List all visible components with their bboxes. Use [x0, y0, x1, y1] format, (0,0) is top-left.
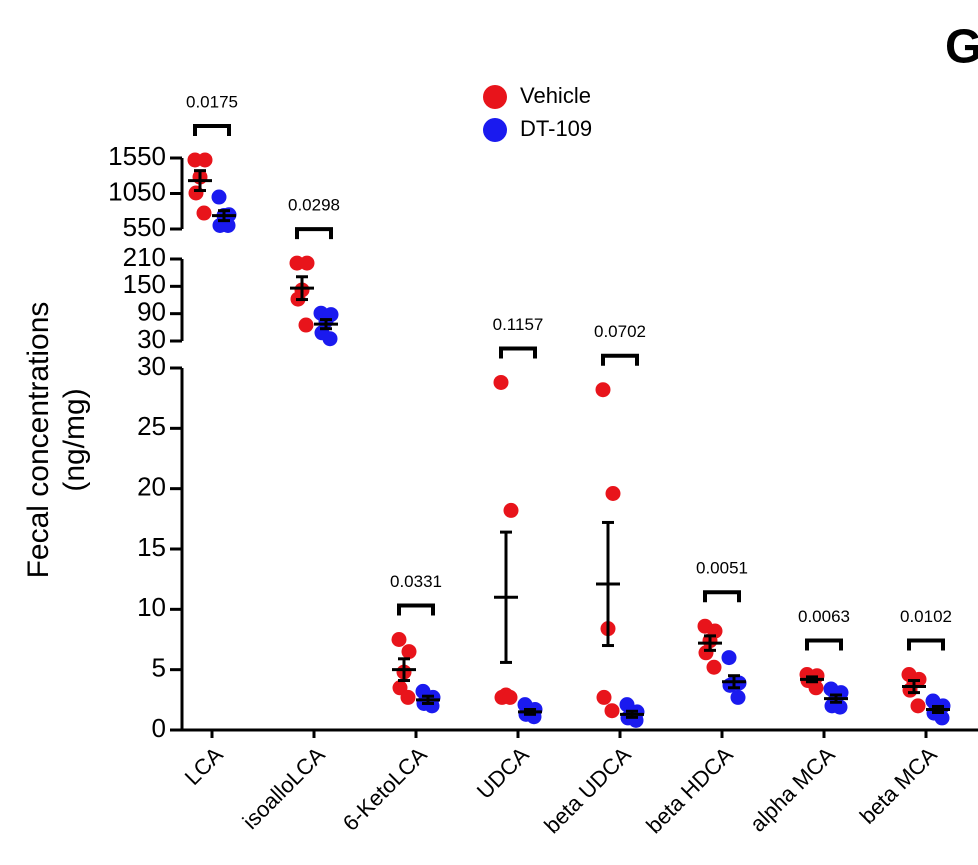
- legend-label: DT-109: [520, 116, 592, 141]
- data-point: [400, 689, 416, 705]
- data-point: [401, 644, 417, 660]
- x-tick-label: UDCA: [472, 742, 534, 804]
- data-point: [706, 659, 722, 675]
- data-point: [493, 374, 509, 390]
- data-point: [299, 255, 315, 271]
- legend-marker: [483, 118, 507, 142]
- data-point: [298, 317, 314, 333]
- x-tick-label: isoalloLCA: [238, 742, 330, 834]
- y-tick-label: 20: [137, 472, 166, 502]
- significance-bracket: [295, 227, 333, 240]
- y-tick-label: 30: [137, 324, 166, 354]
- p-value: 0.0102: [900, 607, 952, 626]
- y-tick-label: 90: [137, 297, 166, 327]
- x-tick-label: LCA: [180, 742, 228, 790]
- y-label-line: (ng/mg): [58, 388, 91, 491]
- y-tick-label: 0: [152, 713, 166, 743]
- data-point: [197, 152, 213, 168]
- data-point: [322, 331, 338, 347]
- data-point: [934, 710, 950, 726]
- significance-bracket: [499, 346, 537, 359]
- data-point: [196, 205, 212, 221]
- data-point: [910, 698, 926, 714]
- y-tick-label: 5: [152, 653, 166, 683]
- x-tick-label: beta MCA: [855, 742, 942, 829]
- y-tick-label: 15: [137, 532, 166, 562]
- significance-bracket: [397, 603, 435, 616]
- data-point: [391, 632, 407, 647]
- panel-label: G: [945, 21, 978, 74]
- significance-bracket: [805, 638, 843, 651]
- y-tick-label: 10: [137, 592, 166, 622]
- data-point: [721, 650, 737, 666]
- data-point: [596, 689, 612, 705]
- y-tick-label: 30: [137, 351, 166, 381]
- data-point: [503, 502, 519, 518]
- p-value: 0.0175: [186, 92, 238, 111]
- data-point: [211, 189, 227, 205]
- p-value: 0.0063: [798, 607, 850, 626]
- y-tick-label: 150: [123, 269, 166, 299]
- significance-bracket: [601, 353, 639, 366]
- y-axis-title: Fecal concentrations (ng/mg): [22, 302, 91, 579]
- p-value: 0.0702: [594, 322, 646, 341]
- data-point: [502, 689, 518, 705]
- significance-bracket: [193, 123, 231, 136]
- y-label-line: Fecal concentrations: [22, 302, 55, 579]
- legend-label: Vehicle: [520, 83, 591, 108]
- significance-bracket: [703, 590, 741, 603]
- x-tick-label: alpha MCA: [745, 742, 840, 837]
- p-value: 0.1157: [493, 315, 544, 334]
- y-tick-label: 550: [123, 212, 166, 242]
- data-point: [605, 485, 621, 501]
- data-point: [604, 703, 620, 719]
- y-tick-label: 25: [137, 411, 166, 441]
- data-point: [595, 382, 611, 398]
- y-tick-label: 1050: [108, 176, 166, 206]
- y-tick-label: 1550: [108, 141, 166, 171]
- legend-marker: [483, 85, 507, 109]
- p-value: 0.0298: [288, 196, 340, 215]
- y-tick-label: 210: [123, 242, 166, 272]
- data-point: [808, 680, 824, 696]
- data-point: [730, 689, 746, 705]
- significance-bracket: [907, 638, 945, 651]
- x-tick-label: beta UDCA: [539, 742, 636, 839]
- p-value: 0.0051: [696, 559, 748, 578]
- x-tick-label: 6-KetoLCA: [338, 742, 432, 836]
- p-value: 0.0331: [390, 572, 442, 591]
- x-tick-label: beta HDCA: [641, 742, 738, 839]
